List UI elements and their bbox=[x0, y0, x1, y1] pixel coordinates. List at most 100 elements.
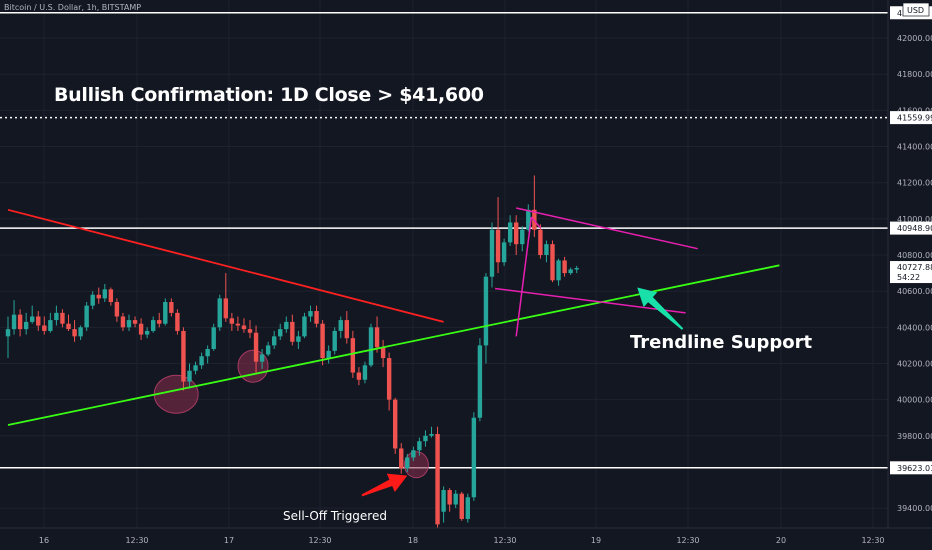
candle-body bbox=[556, 260, 561, 281]
candle-body bbox=[332, 330, 337, 351]
candle-body bbox=[151, 320, 156, 331]
trendline-channel-lower bbox=[494, 287, 686, 314]
candle-body bbox=[441, 490, 446, 512]
candle-body bbox=[90, 294, 95, 306]
candle-body bbox=[501, 242, 507, 263]
trendline-resistance bbox=[7, 208, 444, 323]
candle-body bbox=[72, 329, 77, 337]
candle-body bbox=[362, 365, 368, 380]
candle-body bbox=[380, 347, 386, 359]
candle-body bbox=[308, 311, 313, 317]
candle-body bbox=[11, 314, 17, 330]
x-tick-label: 20 bbox=[776, 536, 786, 545]
x-tick-label: 12:30 bbox=[676, 536, 699, 545]
candle-body bbox=[229, 318, 235, 324]
candle-body bbox=[453, 493, 458, 505]
candle-body bbox=[284, 321, 289, 330]
y-tick-label: 40800.00 bbox=[897, 251, 932, 260]
currency-badge-bg bbox=[902, 2, 930, 17]
candle-body bbox=[471, 417, 477, 498]
candle-body bbox=[447, 490, 452, 505]
level-tag-label: 39623.01 bbox=[897, 464, 932, 473]
y-tick-label: 41000.00 bbox=[897, 215, 932, 224]
candle-body bbox=[278, 329, 283, 337]
candle-body bbox=[417, 441, 422, 451]
candle-body bbox=[574, 268, 579, 270]
candle-body bbox=[66, 323, 71, 330]
candle-body bbox=[193, 365, 198, 371]
candle-body bbox=[84, 305, 89, 328]
candle-body bbox=[175, 312, 180, 331]
candle-body bbox=[157, 320, 162, 324]
trendline-support-label: Trendline Support bbox=[630, 332, 813, 353]
candle-body bbox=[23, 321, 29, 330]
candle-body bbox=[483, 276, 489, 346]
candle-body bbox=[320, 323, 325, 359]
candle-body bbox=[36, 316, 41, 326]
candle-body bbox=[259, 354, 265, 362]
candle-body bbox=[435, 433, 440, 525]
candle-body bbox=[477, 345, 483, 418]
trendline-channel-upper bbox=[516, 207, 698, 250]
bullish-confirmation-title: Bullish Confirmation: 1D Close > $41,600 bbox=[54, 84, 484, 106]
sell-off-label: Sell-Off Triggered bbox=[283, 509, 387, 523]
candle-body bbox=[374, 327, 380, 348]
candle-body bbox=[163, 302, 168, 324]
candle-body bbox=[181, 330, 186, 382]
candle-body bbox=[132, 320, 138, 324]
candle-body bbox=[30, 316, 35, 322]
y-tick-label: 41400.00 bbox=[897, 143, 932, 152]
candle-body bbox=[144, 330, 150, 335]
symbol-title: Bitcoin / U.S. Dollar, 1h, BITSTAMP bbox=[4, 3, 142, 12]
candle-body bbox=[495, 229, 501, 263]
candle-body bbox=[550, 244, 555, 281]
candle-body bbox=[507, 222, 513, 243]
candle-body bbox=[568, 269, 573, 274]
y-tick-label: 39400.00 bbox=[897, 504, 932, 513]
candle-body bbox=[411, 450, 416, 458]
candle-body bbox=[393, 399, 398, 449]
level-tag-bg bbox=[890, 221, 932, 235]
y-tick-label: 42000.00 bbox=[897, 34, 932, 43]
arrow-teal bbox=[637, 287, 684, 330]
candle-body bbox=[296, 336, 301, 342]
current-price-label: 40727.88 bbox=[897, 263, 932, 272]
countdown-label: 54:22 bbox=[897, 273, 920, 282]
candle-body bbox=[187, 370, 192, 382]
candle-body bbox=[169, 302, 174, 313]
candle-body bbox=[338, 320, 343, 331]
candle-body bbox=[423, 435, 428, 442]
candle-body bbox=[526, 209, 531, 230]
candle-body bbox=[138, 323, 144, 335]
candle-body bbox=[344, 320, 349, 339]
candle-body bbox=[114, 302, 120, 317]
candle-body bbox=[102, 289, 107, 299]
candle-body bbox=[253, 332, 259, 362]
candle-body bbox=[350, 338, 356, 373]
candle-body bbox=[17, 314, 23, 330]
candle-body bbox=[314, 311, 319, 324]
candle-body bbox=[489, 229, 495, 277]
arrow-red bbox=[361, 473, 408, 497]
candle-body bbox=[120, 316, 126, 328]
time-axis bbox=[0, 528, 932, 550]
x-tick-label: 12:30 bbox=[861, 536, 884, 545]
x-tick-label: 18 bbox=[408, 536, 418, 545]
trendline-breakout-leg-2 bbox=[530, 216, 541, 229]
x-tick-label: 12:30 bbox=[308, 536, 331, 545]
y-tick-label: 39800.00 bbox=[897, 432, 932, 441]
y-tick-label: 40400.00 bbox=[897, 323, 932, 332]
candle-body bbox=[54, 312, 59, 321]
candle-body bbox=[78, 327, 83, 337]
candle-body bbox=[429, 433, 434, 436]
candle-body bbox=[223, 298, 228, 319]
x-tick-label: 12:30 bbox=[125, 536, 148, 545]
candle-body bbox=[290, 321, 295, 342]
candle-body bbox=[126, 320, 132, 328]
candle-body bbox=[386, 358, 392, 400]
x-tick-label: 17 bbox=[224, 536, 234, 545]
candle-body bbox=[514, 222, 519, 245]
candle-body bbox=[205, 349, 210, 357]
y-tick-label: 40200.00 bbox=[897, 359, 932, 368]
